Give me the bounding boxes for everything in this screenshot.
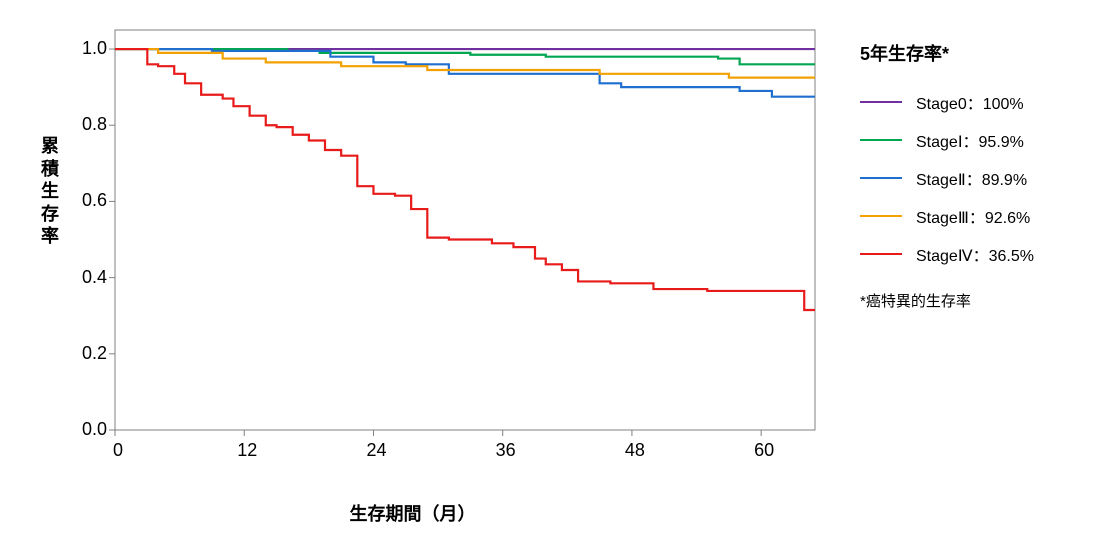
legend-items: Stage0：100% StageⅠ：95.9% StageⅡ：89.9% Stage…	[860, 90, 1080, 266]
legend: 5年生存率* Stage0：100% StageⅠ：95.9% StageⅡ：89.…	[860, 40, 1080, 311]
y-tick-label: 1.0	[71, 38, 107, 59]
x-tick-label: 0	[103, 440, 133, 461]
y-tick-label: 0.2	[71, 343, 107, 364]
legend-swatch	[860, 139, 902, 141]
y-tick-label: 0.8	[71, 114, 107, 135]
legend-swatch	[860, 253, 902, 255]
legend-label: StageⅡ：89.9%	[916, 166, 1027, 190]
legend-swatch	[860, 101, 902, 103]
legend-label: StageⅠ：95.9%	[916, 128, 1024, 152]
x-tick-label: 48	[620, 440, 650, 461]
chart-container: 累積生存率 生存期間（月） 0 12 24 36 48 60 0.0 0.2 0.4 0.6 0.8…	[0, 0, 1100, 538]
legend-item-StageIII: StageⅢ：92.6%	[860, 204, 1080, 228]
y-tick-label: 0.4	[71, 267, 107, 288]
legend-label: StageⅣ：36.5%	[916, 242, 1034, 266]
legend-title: 5年生存率*	[860, 40, 1080, 66]
legend-swatch	[860, 177, 902, 179]
y-tick-label: 0.6	[71, 190, 107, 211]
legend-note: *癌特異的生存率	[860, 290, 1080, 311]
legend-label: Stage0：100%	[916, 90, 1024, 114]
x-axis-label: 生存期間（月）	[0, 500, 825, 526]
legend-item-StageIV: StageⅣ：36.5%	[860, 242, 1080, 266]
y-axis-label: 累積生存率	[40, 135, 60, 248]
legend-item-StageII: StageⅡ：89.9%	[860, 166, 1080, 190]
legend-item-StageI: StageⅠ：95.9%	[860, 128, 1080, 152]
x-tick-label: 60	[749, 440, 779, 461]
legend-item-Stage0: Stage0：100%	[860, 90, 1080, 114]
survival-plot	[80, 20, 825, 460]
x-tick-label: 12	[232, 440, 262, 461]
x-tick-label: 24	[361, 440, 391, 461]
legend-swatch	[860, 215, 902, 217]
x-tick-label: 36	[491, 440, 521, 461]
y-tick-label: 0.0	[71, 419, 107, 440]
legend-label: StageⅢ：92.6%	[916, 204, 1030, 228]
